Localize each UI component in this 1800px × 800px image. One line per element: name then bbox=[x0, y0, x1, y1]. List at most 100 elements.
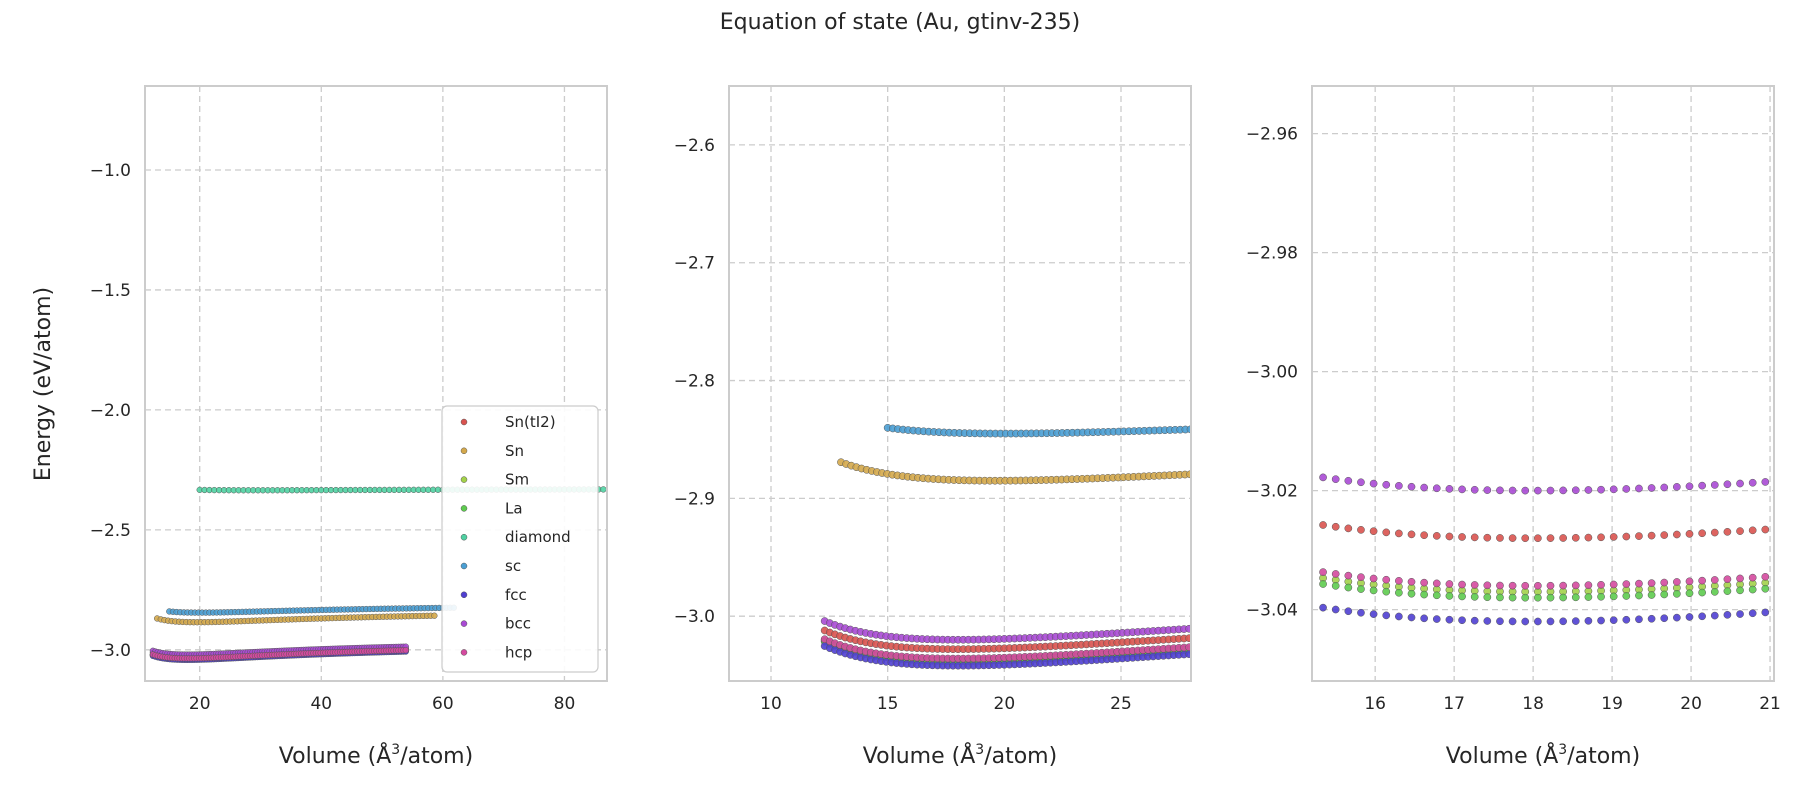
point-la bbox=[1622, 592, 1631, 600]
point-fcc bbox=[1710, 611, 1719, 620]
point-hcp bbox=[1382, 575, 1391, 584]
point-bcc bbox=[1660, 483, 1669, 492]
point-fcc bbox=[1331, 605, 1340, 614]
legend-label: hcp bbox=[505, 643, 532, 661]
point-hcp bbox=[1420, 578, 1428, 587]
y-tick-label: −3.0 bbox=[90, 641, 131, 661]
point-hcp bbox=[1761, 572, 1770, 581]
point-sn-ti2- bbox=[1571, 533, 1580, 542]
legend-box bbox=[441, 405, 599, 673]
point-diamond bbox=[600, 486, 607, 493]
point-sn-ti2- bbox=[1407, 530, 1416, 539]
legend-marker bbox=[460, 649, 468, 656]
point-fcc bbox=[1546, 617, 1555, 626]
point-bcc bbox=[1559, 486, 1567, 495]
point-hcp bbox=[1660, 578, 1669, 587]
point-sn-ti2- bbox=[1445, 532, 1454, 541]
y-tick-label: −3.00 bbox=[1246, 363, 1298, 383]
point-fcc bbox=[1673, 613, 1681, 622]
point-la bbox=[1647, 591, 1656, 599]
point-la bbox=[1357, 585, 1365, 593]
point-fcc bbox=[1407, 613, 1416, 622]
point-la bbox=[1407, 589, 1416, 598]
point-bcc bbox=[1521, 486, 1530, 495]
point-la bbox=[1470, 593, 1479, 601]
point-fcc bbox=[1736, 610, 1744, 618]
x-tick-label: 16 bbox=[1364, 694, 1386, 714]
point-hcp bbox=[1584, 581, 1593, 590]
point-bcc bbox=[1344, 476, 1353, 485]
point-fcc bbox=[1496, 617, 1504, 626]
point-fcc bbox=[1635, 615, 1643, 624]
axes-frame bbox=[144, 85, 608, 682]
x-tick-label: 17 bbox=[1443, 694, 1465, 714]
subplot-2: 10 15 20 25 −3.0 −2.9 −2.8 −2.7 −2.6 Volume (Å3/a… bbox=[674, 85, 1192, 769]
point-sn-ti2- bbox=[1357, 526, 1365, 534]
point-sn-ti2- bbox=[1647, 531, 1656, 540]
point-la bbox=[1483, 593, 1492, 602]
point-hcp bbox=[1710, 576, 1719, 584]
legend-label: diamond bbox=[505, 528, 571, 546]
x-tick-label: 15 bbox=[877, 694, 899, 714]
point-fcc bbox=[1685, 613, 1694, 621]
point-bcc bbox=[1622, 485, 1631, 493]
point-fcc bbox=[1382, 611, 1391, 620]
axes-frame bbox=[728, 85, 1192, 682]
point-bcc bbox=[1357, 478, 1365, 487]
x-tick-label: 80 bbox=[554, 694, 576, 714]
point-hcp bbox=[1698, 576, 1706, 585]
figure-title: Equation of state (Au, gtinv-235) bbox=[719, 10, 1081, 35]
point-hcp bbox=[1395, 577, 1403, 585]
point-bcc bbox=[1597, 485, 1605, 494]
point-bcc bbox=[1185, 624, 1191, 633]
point-fcc bbox=[1521, 617, 1530, 626]
point-sn-ti2- bbox=[1609, 533, 1618, 541]
legend-label: Sn(tI2) bbox=[505, 413, 556, 431]
point-sn-ti2- bbox=[1736, 527, 1744, 535]
legend-marker bbox=[460, 418, 468, 426]
point-bcc bbox=[1736, 479, 1744, 488]
point-fcc bbox=[1445, 615, 1454, 624]
point-la bbox=[1748, 585, 1757, 594]
point-la bbox=[1660, 590, 1669, 599]
point-hcp bbox=[1622, 580, 1631, 588]
point-bcc bbox=[1432, 484, 1441, 493]
point-hcp bbox=[1571, 581, 1580, 590]
point-sn-ti2- bbox=[1344, 524, 1353, 533]
x-tick-label: 20 bbox=[994, 694, 1016, 714]
point-bcc bbox=[1761, 478, 1770, 486]
point-sn-ti2- bbox=[1584, 533, 1593, 542]
legend-label: bcc bbox=[505, 615, 531, 633]
y-tick-label: −2.96 bbox=[1246, 125, 1298, 145]
point-hcp bbox=[1319, 568, 1327, 576]
point-hcp bbox=[1445, 580, 1454, 588]
point-la bbox=[1761, 584, 1770, 593]
y-tick-label: −2.7 bbox=[674, 254, 715, 274]
point-fcc bbox=[1571, 617, 1580, 625]
point-hcp bbox=[1609, 580, 1618, 589]
point-sn-ti2- bbox=[1521, 534, 1530, 543]
legend-marker bbox=[460, 620, 468, 627]
legend-marker bbox=[460, 476, 468, 483]
point-fcc bbox=[1559, 617, 1567, 626]
point-fcc bbox=[1698, 612, 1706, 621]
point-la bbox=[1458, 592, 1466, 601]
point-sn-ti2- bbox=[1748, 526, 1757, 535]
point-bcc bbox=[1635, 484, 1643, 493]
point-hcp bbox=[1647, 579, 1656, 587]
data-points bbox=[820, 423, 1191, 670]
point-fcc bbox=[1432, 615, 1441, 623]
point-sn-ti2- bbox=[1185, 634, 1191, 643]
point-la bbox=[1382, 587, 1391, 596]
point-la bbox=[1369, 586, 1378, 595]
point-sn-ti2- bbox=[1508, 534, 1517, 542]
legend-marker bbox=[460, 505, 468, 512]
legend-marker bbox=[460, 533, 468, 541]
point-la bbox=[1445, 592, 1454, 600]
point-bcc bbox=[1710, 481, 1719, 489]
point-hcp bbox=[1331, 570, 1340, 578]
y-tick-label: −3.02 bbox=[1246, 482, 1298, 502]
point-la bbox=[1521, 593, 1530, 602]
point-sn-ti2- bbox=[1331, 522, 1340, 531]
